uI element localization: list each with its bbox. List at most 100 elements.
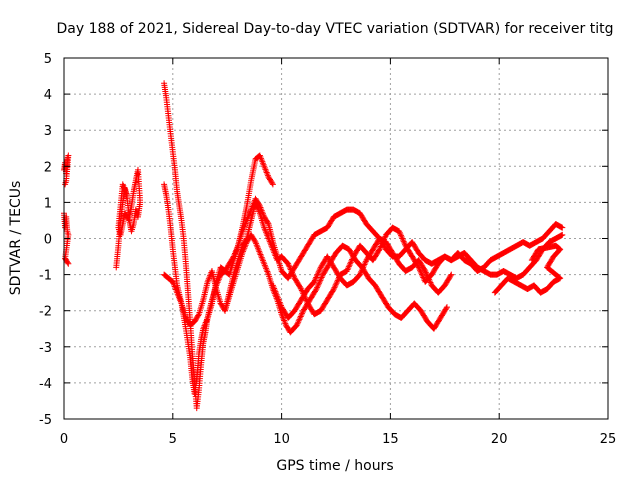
data-point-marker bbox=[401, 241, 408, 248]
series-track-c bbox=[113, 166, 144, 271]
data-point-marker bbox=[443, 305, 450, 312]
x-tick-label: 0 bbox=[60, 432, 68, 447]
data-point-marker bbox=[401, 239, 408, 246]
data-point-marker bbox=[399, 235, 406, 242]
data-point-marker bbox=[304, 299, 311, 306]
data-point-marker bbox=[313, 274, 320, 281]
data-point-marker bbox=[420, 274, 427, 281]
series-track-i bbox=[491, 242, 564, 296]
data-point-marker bbox=[360, 262, 367, 269]
data-point-marker bbox=[297, 314, 304, 321]
data-point-marker bbox=[299, 310, 306, 317]
data-point-marker bbox=[313, 286, 320, 293]
data-point-marker bbox=[315, 281, 322, 288]
data-point-marker bbox=[345, 263, 352, 270]
data-point-marker bbox=[124, 192, 131, 199]
y-tick-label: 2 bbox=[44, 160, 52, 175]
series-track-a bbox=[61, 152, 72, 188]
data-point-marker bbox=[251, 237, 258, 244]
data-point-marker bbox=[361, 261, 368, 268]
data-point-marker bbox=[356, 271, 363, 278]
data-point-marker bbox=[396, 228, 403, 235]
data-point-marker bbox=[312, 275, 319, 282]
data-point-marker bbox=[330, 286, 337, 293]
data-point-marker bbox=[332, 281, 339, 288]
data-point-marker bbox=[400, 236, 407, 243]
y-tick-label: 5 bbox=[44, 52, 52, 67]
data-point-marker bbox=[529, 255, 536, 262]
data-point-marker bbox=[318, 274, 325, 281]
data-point-marker bbox=[287, 265, 294, 272]
data-point-marker bbox=[559, 231, 566, 238]
y-tick-label: -2 bbox=[39, 305, 52, 320]
data-point-marker bbox=[443, 304, 450, 311]
series-track-d bbox=[161, 181, 566, 397]
data-point-marker bbox=[447, 272, 454, 279]
data-point-marker bbox=[422, 267, 429, 274]
data-point-marker bbox=[317, 275, 324, 282]
data-point-marker bbox=[378, 241, 385, 248]
data-point-marker bbox=[269, 180, 276, 187]
data-point-marker bbox=[424, 273, 431, 280]
data-point-marker bbox=[195, 312, 202, 319]
y-tick-label: -5 bbox=[39, 413, 52, 428]
tick-marks bbox=[63, 57, 609, 420]
data-point-marker bbox=[287, 266, 294, 273]
x-axis-title: GPS time / hours bbox=[276, 458, 393, 474]
y-tick-label: 0 bbox=[44, 233, 52, 248]
data-point-marker bbox=[312, 287, 319, 294]
data-point-marker bbox=[331, 284, 338, 291]
series-track-e bbox=[161, 80, 276, 412]
data-point-marker bbox=[347, 259, 354, 266]
data-point-marker bbox=[397, 231, 404, 238]
data-point-marker bbox=[422, 269, 429, 276]
data-point-marker bbox=[426, 278, 433, 285]
data-point-marker bbox=[297, 313, 304, 320]
data-point-marker bbox=[291, 273, 298, 280]
x-tick-label: 5 bbox=[169, 432, 177, 447]
data-point-marker bbox=[290, 272, 297, 279]
data-point-marker bbox=[418, 270, 425, 277]
data-point-marker bbox=[357, 270, 364, 277]
data-point-marker bbox=[426, 276, 433, 283]
data-point-marker bbox=[359, 265, 366, 272]
y-tick-label: -3 bbox=[39, 341, 52, 356]
data-point-marker bbox=[298, 312, 305, 319]
data-point-marker bbox=[286, 263, 293, 270]
data-point-marker bbox=[362, 260, 369, 267]
y-tick-label: -4 bbox=[39, 377, 52, 392]
data-point-marker bbox=[375, 247, 382, 254]
data-point-marker bbox=[269, 181, 276, 188]
data-point-marker bbox=[332, 283, 339, 290]
data-point-marker bbox=[345, 265, 352, 272]
data-point-marker bbox=[347, 260, 354, 267]
data-point-marker bbox=[376, 246, 383, 253]
data-point-marker bbox=[417, 268, 424, 275]
data-point-marker bbox=[360, 264, 367, 271]
data-point-marker bbox=[298, 287, 305, 294]
x-tick-label: 15 bbox=[382, 432, 399, 447]
data-point-marker bbox=[65, 260, 72, 267]
data-point-marker bbox=[317, 265, 324, 272]
y-axis-title: SDTVAR / TECUs bbox=[8, 181, 24, 296]
data-point-marker bbox=[349, 256, 356, 263]
y-tick-label: 3 bbox=[44, 124, 52, 139]
data-point-marker bbox=[293, 322, 300, 329]
data-point-marker bbox=[343, 267, 350, 274]
data-point-marker bbox=[317, 277, 324, 284]
data-point-marker bbox=[303, 297, 310, 304]
data-point-marker bbox=[298, 286, 305, 293]
data-point-marker bbox=[294, 320, 301, 327]
data-series-layer bbox=[61, 80, 566, 412]
data-point-marker bbox=[225, 270, 232, 277]
data-point-marker bbox=[64, 259, 71, 266]
data-point-marker bbox=[289, 269, 296, 276]
data-point-marker bbox=[288, 267, 295, 274]
series-track-g bbox=[222, 199, 566, 318]
data-point-marker bbox=[289, 270, 296, 277]
y-tick-label: 4 bbox=[44, 88, 52, 103]
data-point-marker bbox=[264, 219, 271, 226]
data-point-marker bbox=[295, 319, 302, 326]
x-tick-label: 20 bbox=[491, 432, 508, 447]
